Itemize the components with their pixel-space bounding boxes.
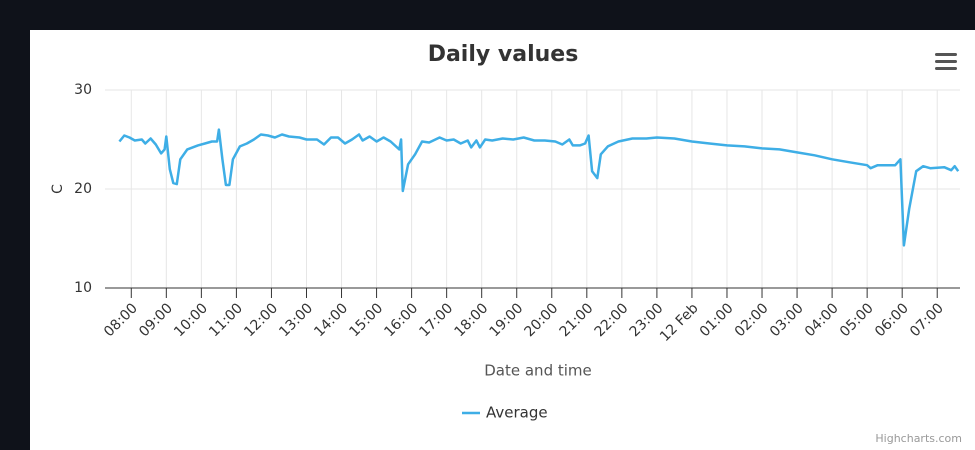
y-tick-label: 30 [74,82,92,98]
x-axis-title: Date and time [484,362,592,380]
menu-bar [935,67,957,70]
y-tick-label: 10 [74,280,92,296]
legend-item[interactable]: Average [462,404,548,422]
legend-label: Average [486,404,548,422]
menu-bar [935,53,957,56]
menu-bar [935,60,957,63]
credits[interactable]: Highcharts.com [875,432,962,445]
y-tick-label: 20 [74,181,92,197]
menu-button[interactable] [935,53,957,70]
y-axis-title: C [50,184,66,194]
line-series [118,128,960,247]
chart-title: Daily values [428,42,579,67]
chart-background [30,30,975,450]
